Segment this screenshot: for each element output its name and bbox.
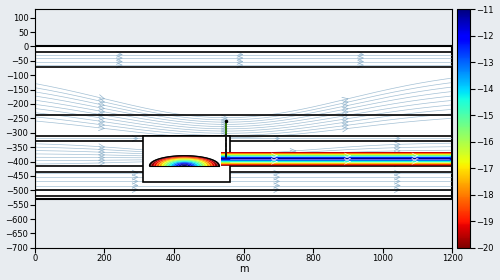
Bar [221,156,450,161]
Bar [142,136,230,182]
Bar [221,155,450,163]
Polygon shape [156,158,212,166]
Bar [221,158,450,159]
Polygon shape [150,156,219,166]
Bar [221,153,450,165]
Polygon shape [165,160,204,166]
Polygon shape [162,159,206,166]
Polygon shape [173,162,196,166]
Bar [221,157,450,161]
Polygon shape [181,165,188,166]
Polygon shape [178,164,190,166]
Polygon shape [160,158,210,166]
Polygon shape [170,162,198,166]
Polygon shape [168,161,202,166]
Bar [221,152,450,165]
Polygon shape [152,156,218,166]
Bar [221,152,450,165]
Bar [221,154,450,163]
Bar [221,158,450,160]
X-axis label: m: m [239,264,248,274]
Bar [221,156,450,162]
Bar [221,155,450,162]
Bar [221,153,450,164]
Polygon shape [154,157,215,166]
Polygon shape [176,163,193,166]
Bar [221,154,450,164]
Bar [34,46,453,199]
Bar [221,157,450,160]
